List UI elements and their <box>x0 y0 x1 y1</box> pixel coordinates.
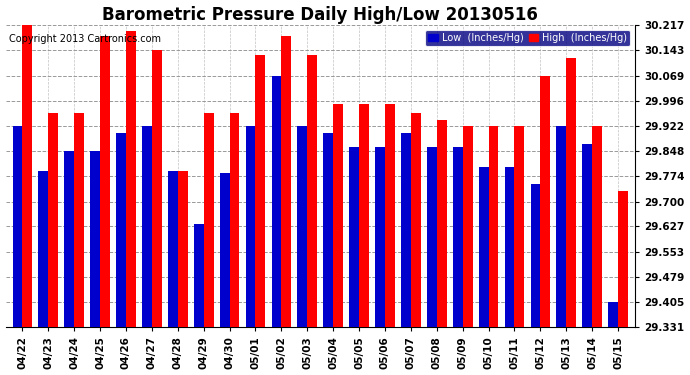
Bar <box>48 113 58 327</box>
Bar <box>453 147 463 327</box>
Bar <box>385 104 395 327</box>
Bar <box>22 25 32 327</box>
Bar <box>592 126 602 327</box>
Bar <box>324 133 333 327</box>
Bar <box>100 36 110 327</box>
Bar <box>489 126 498 327</box>
Bar <box>297 126 307 327</box>
Bar <box>401 133 411 327</box>
Bar <box>168 171 178 327</box>
Bar <box>75 113 84 327</box>
Bar <box>479 167 489 327</box>
Bar <box>556 126 566 327</box>
Bar <box>126 31 136 327</box>
Bar <box>246 126 255 327</box>
Bar <box>142 126 152 327</box>
Bar <box>194 224 204 327</box>
Bar <box>437 120 446 327</box>
Bar <box>411 113 421 327</box>
Bar <box>504 167 515 327</box>
Bar <box>178 171 188 327</box>
Bar <box>515 126 524 327</box>
Bar <box>116 133 126 327</box>
Bar <box>566 58 576 327</box>
Bar <box>349 147 359 327</box>
Bar <box>219 172 230 327</box>
Bar <box>90 151 100 327</box>
Bar <box>230 113 239 327</box>
Bar <box>618 191 628 327</box>
Bar <box>582 144 592 327</box>
Bar <box>307 55 317 327</box>
Bar <box>64 151 75 327</box>
Bar <box>531 184 540 327</box>
Bar <box>282 36 291 327</box>
Bar <box>333 104 343 327</box>
Bar <box>204 113 213 327</box>
Bar <box>255 55 266 327</box>
Bar <box>39 171 48 327</box>
Bar <box>152 50 161 327</box>
Bar <box>375 147 385 327</box>
Bar <box>12 126 22 327</box>
Bar <box>427 147 437 327</box>
Title: Barometric Pressure Daily High/Low 20130516: Barometric Pressure Daily High/Low 20130… <box>102 6 538 24</box>
Bar <box>359 104 369 327</box>
Bar <box>463 126 473 327</box>
Bar <box>272 76 282 327</box>
Bar <box>540 76 550 327</box>
Text: Copyright 2013 Cartronics.com: Copyright 2013 Cartronics.com <box>9 34 161 44</box>
Legend: Low  (Inches/Hg), High  (Inches/Hg): Low (Inches/Hg), High (Inches/Hg) <box>426 30 630 46</box>
Bar <box>609 302 618 327</box>
